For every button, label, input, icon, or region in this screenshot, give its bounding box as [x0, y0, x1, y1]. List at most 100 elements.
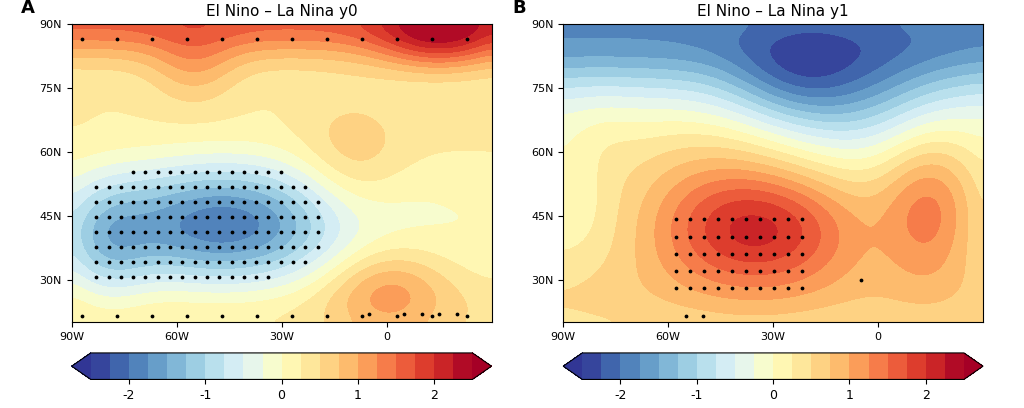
Point — [236, 184, 252, 191]
Point — [794, 268, 810, 274]
Point — [682, 233, 698, 240]
Point — [285, 199, 301, 206]
Point — [794, 285, 810, 291]
Point — [780, 251, 797, 257]
Point — [223, 259, 240, 266]
Point — [162, 259, 178, 266]
Point — [100, 259, 117, 266]
Point — [100, 229, 117, 235]
Point — [125, 184, 141, 191]
Point — [360, 310, 377, 317]
Point — [113, 244, 129, 251]
Point — [174, 199, 190, 206]
Point — [125, 244, 141, 251]
Point — [260, 184, 276, 191]
Point — [780, 285, 797, 291]
Point — [695, 233, 712, 240]
Point — [199, 229, 215, 235]
PathPatch shape — [472, 353, 492, 379]
Point — [354, 36, 371, 43]
Point — [100, 199, 117, 206]
PathPatch shape — [964, 353, 983, 379]
Point — [179, 313, 196, 319]
Point — [150, 274, 166, 281]
Point — [737, 268, 754, 274]
Point — [162, 184, 178, 191]
Point — [125, 214, 141, 221]
Point — [752, 268, 768, 274]
Point — [249, 313, 265, 319]
Point — [682, 251, 698, 257]
Point — [766, 216, 782, 223]
Point — [150, 244, 166, 251]
Point — [752, 285, 768, 291]
Point — [100, 244, 117, 251]
Point — [459, 36, 475, 43]
Point — [211, 214, 227, 221]
Point — [236, 259, 252, 266]
Point — [794, 251, 810, 257]
Point — [272, 214, 289, 221]
Point — [236, 199, 252, 206]
Point — [297, 229, 313, 235]
Point — [668, 216, 684, 223]
Point — [682, 268, 698, 274]
Point — [285, 184, 301, 191]
Point — [88, 259, 104, 266]
Point — [297, 259, 313, 266]
Point — [285, 259, 301, 266]
Point — [174, 214, 190, 221]
Point — [162, 244, 178, 251]
Point — [113, 229, 129, 235]
Point — [354, 313, 371, 319]
Point — [668, 285, 684, 291]
Point — [724, 268, 740, 274]
Point — [74, 313, 90, 319]
Point — [162, 229, 178, 235]
Point — [724, 251, 740, 257]
Point — [150, 199, 166, 206]
Point — [724, 216, 740, 223]
Point — [449, 310, 465, 317]
Point — [211, 199, 227, 206]
Point — [162, 274, 178, 281]
Point — [752, 233, 768, 240]
Point — [100, 274, 117, 281]
Point — [737, 285, 754, 291]
Point — [695, 251, 712, 257]
Point — [174, 259, 190, 266]
Point — [211, 169, 227, 175]
Point — [272, 259, 289, 266]
Point — [199, 259, 215, 266]
Point — [88, 274, 104, 281]
Point — [766, 268, 782, 274]
Point — [248, 214, 264, 221]
Point — [125, 259, 141, 266]
Point — [260, 199, 276, 206]
Point — [260, 274, 276, 281]
Point — [737, 251, 754, 257]
Text: B: B — [513, 0, 526, 17]
Point — [211, 229, 227, 235]
Point — [88, 244, 104, 251]
Point — [236, 214, 252, 221]
Point — [186, 259, 203, 266]
Point — [162, 214, 178, 221]
Point — [297, 214, 313, 221]
Point — [174, 184, 190, 191]
Point — [109, 313, 125, 319]
Point — [113, 184, 129, 191]
Point — [766, 251, 782, 257]
Point — [309, 214, 326, 221]
Point — [199, 214, 215, 221]
Point — [144, 313, 161, 319]
PathPatch shape — [72, 353, 91, 379]
Point — [211, 244, 227, 251]
Title: El Nino – La Nina y0: El Nino – La Nina y0 — [206, 4, 357, 19]
Point — [248, 274, 264, 281]
Point — [248, 259, 264, 266]
Point — [150, 229, 166, 235]
Point — [100, 214, 117, 221]
Point — [186, 199, 203, 206]
Point — [186, 184, 203, 191]
